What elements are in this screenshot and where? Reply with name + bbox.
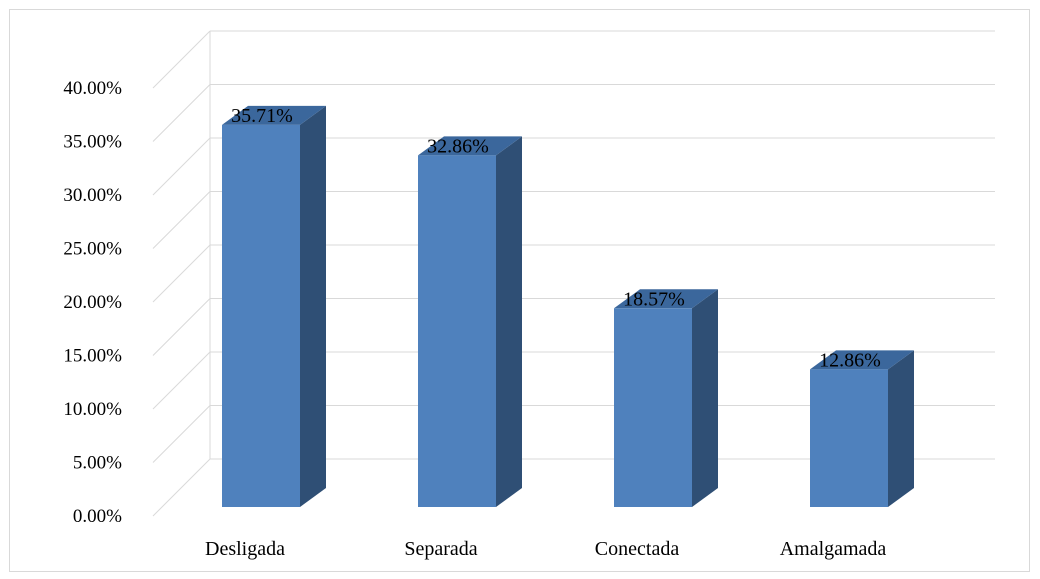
gridline-diagonal [152, 30, 211, 89]
y-tick-label: 5.00% [73, 453, 122, 474]
gridline-diagonal [152, 244, 211, 303]
bar-top [614, 289, 718, 309]
bar [222, 124, 300, 507]
gridline-diagonal [152, 137, 211, 196]
chart-frame: 0.00% 5.00% 10.00% 15.00% 20.00% 25.00% 30.00%… [9, 9, 1030, 572]
bar-top [418, 136, 522, 156]
gridline-diagonal [152, 351, 211, 410]
data-label: 18.57% [623, 288, 685, 310]
bar-side [300, 105, 326, 507]
bar-side [888, 350, 914, 507]
bar-chart: 0.00% 5.00% 10.00% 15.00% 20.00% 25.00% 30.00%… [63, 30, 995, 560]
gridline-diagonal [152, 298, 211, 356]
bar [418, 155, 496, 507]
x-category-label: Amalgamada [780, 538, 887, 560]
bar [614, 308, 692, 507]
x-category-label: Conectada [595, 538, 680, 560]
data-label: 35.71% [231, 105, 293, 127]
bars [222, 105, 914, 507]
y-tick-label: 15.00% [63, 346, 122, 367]
y-tick-label: 40.00% [63, 78, 122, 99]
x-axis-categories: Desligada Separada Conectada Amalgamada [205, 538, 886, 560]
y-tick-label: 10.00% [63, 399, 122, 420]
y-axis-ticks: 0.00% 5.00% 10.00% 15.00% 20.00% 25.00% 30.00%… [63, 78, 122, 527]
data-label: 32.86% [427, 135, 489, 157]
gridline-diagonal [152, 84, 211, 142]
y-tick-label: 30.00% [63, 185, 122, 206]
y-tick-label: 35.00% [63, 132, 122, 153]
data-labels: 35.71% 32.86% 18.57% 12.86% [231, 105, 881, 371]
bar [810, 369, 888, 507]
grid-layer [152, 30, 995, 517]
x-category-label: Separada [404, 538, 477, 560]
gridline-diagonal [152, 191, 211, 249]
x-category-label: Desligada [205, 538, 285, 560]
gridline-diagonal [152, 405, 211, 463]
bar-top [222, 105, 326, 125]
gridline-diagonal [152, 458, 211, 517]
bar-side [496, 136, 522, 507]
bar-top [810, 350, 914, 370]
data-label: 12.86% [819, 349, 881, 371]
bar-side [692, 289, 718, 507]
y-tick-label: 0.00% [73, 506, 122, 527]
y-tick-label: 25.00% [63, 239, 122, 260]
y-tick-label: 20.00% [63, 292, 122, 313]
